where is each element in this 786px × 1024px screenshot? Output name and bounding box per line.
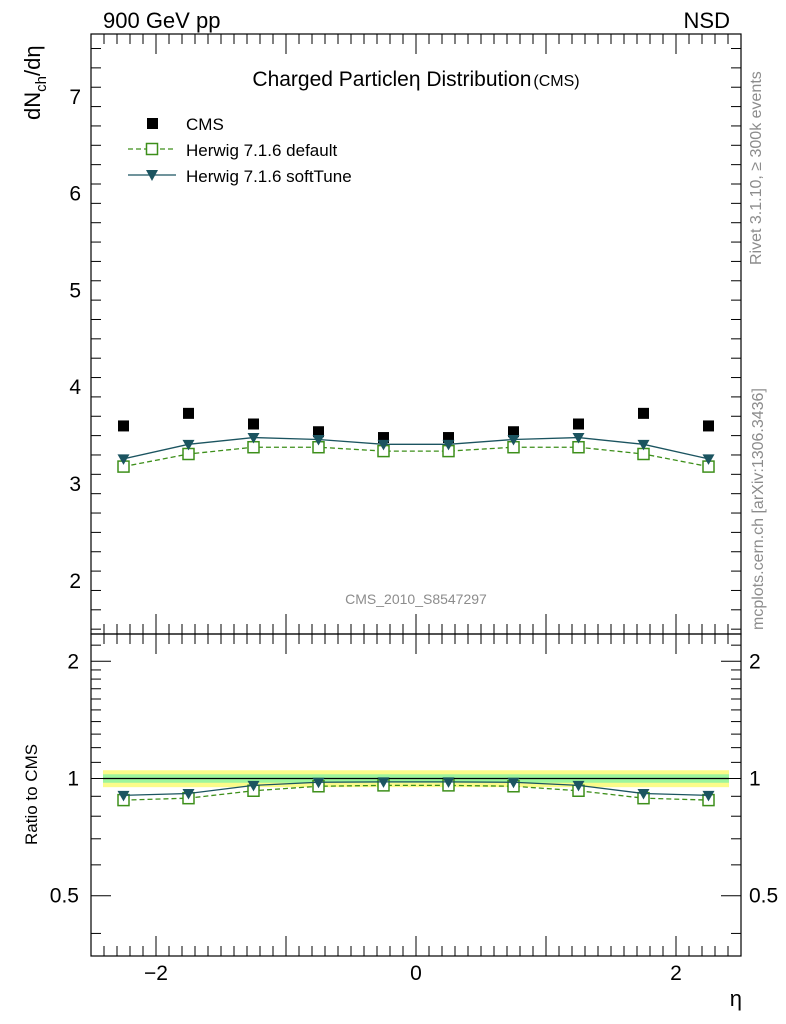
ratio-data-point <box>377 777 390 788</box>
main-data-point <box>117 454 130 465</box>
ratio-y-tick-label-left: 2 <box>67 650 79 673</box>
main-axis-ticks <box>90 34 742 634</box>
ratio-y-tick-label-right: 0.5 <box>749 885 778 908</box>
ratio-data-point <box>247 780 260 792</box>
main-data-point <box>313 426 324 438</box>
ratio-y-tick-label-right: 1 <box>749 767 761 790</box>
main-data-point <box>312 434 325 446</box>
mcplots-source-label: mcplots.cern.ch [arXiv:1306.3436] <box>750 388 767 630</box>
ratio-data-point <box>507 777 520 789</box>
main-series-2 <box>117 433 715 465</box>
header-collision-label: 900 GeV pp <box>103 8 220 33</box>
main-data-point <box>702 454 715 465</box>
ratio-series-1 <box>117 777 715 802</box>
legend-marker-cms <box>147 118 158 129</box>
ratio-series-line <box>123 781 709 797</box>
main-data-point <box>377 439 390 451</box>
main-data-point <box>573 418 584 430</box>
ratio-y-tick-label-left: 1 <box>67 767 79 790</box>
main-data-point <box>703 420 714 432</box>
main-data-point <box>182 439 195 451</box>
legend-marker-herwig-default <box>145 142 159 156</box>
x-tick-label: 2 <box>670 962 682 985</box>
x-tick-label: −2 <box>144 962 168 985</box>
main-y-axis-label: dNch/dη <box>20 45 50 120</box>
legend-label-cms: CMS <box>186 115 224 134</box>
ratio-data-point <box>182 788 195 800</box>
ratio-uncertainty-bands <box>103 770 729 788</box>
main-y-tick-label: 6 <box>69 183 81 206</box>
main-series-0 <box>118 407 714 444</box>
main-panel: 2 3 4 5 6 7 Charged Particleη Distribution (CM… <box>69 33 742 635</box>
ratio-data-point <box>702 790 715 802</box>
ratio-series-line <box>123 784 709 801</box>
legend-entry-herwig-softtune: Herwig 7.1.6 softTune <box>128 167 352 186</box>
ratio-data-point <box>637 788 650 800</box>
ratio-y-tick-label-right: 2 <box>749 650 761 673</box>
main-data-point <box>507 434 520 446</box>
main-data-point <box>572 433 585 444</box>
legend-label-herwig-softtune: Herwig 7.1.6 softTune <box>186 167 352 186</box>
x-tick-label: 0 <box>410 962 422 985</box>
ratio-panel: 0.5 0.5 1 1 2 2 −2 0 2 Ratio to CMS η <box>22 633 778 1011</box>
ratio-data-point <box>572 780 585 792</box>
main-data-point <box>118 420 129 432</box>
x-axis-label: η <box>730 986 742 1011</box>
main-data-point <box>508 426 519 438</box>
main-data-point <box>638 407 649 419</box>
ratio-data-point <box>442 777 455 788</box>
main-y-tick-label: 3 <box>69 473 81 496</box>
main-data-point <box>247 433 260 444</box>
main-data-point <box>378 432 389 444</box>
main-chart-title: Charged Particleη Distribution (CMS) <box>252 68 579 91</box>
ratio-data-series <box>117 777 715 807</box>
legend-label-herwig-default: Herwig 7.1.6 default <box>186 141 337 160</box>
ratio-y-tick-label-left: 0.5 <box>50 885 79 908</box>
main-series-1 <box>117 440 715 473</box>
main-series-line <box>123 436 709 460</box>
header-process-label: NSD <box>684 8 730 33</box>
main-data-point <box>248 418 259 430</box>
legend-entry-cms: CMS <box>147 115 224 134</box>
main-data-point <box>183 407 194 419</box>
ratio-y-tick-labels: 0.5 0.5 1 1 2 2 <box>50 650 778 907</box>
ratio-axis-ticks <box>90 634 742 956</box>
main-data-point <box>443 432 454 444</box>
analysis-watermark: CMS_2010_S8547297 <box>345 591 487 607</box>
x-tick-labels: −2 0 2 <box>144 962 682 985</box>
main-y-tick-label: 5 <box>69 279 81 302</box>
rivet-version-label: Rivet 3.1.10, ≥ 300k events <box>748 71 765 265</box>
ratio-data-point <box>117 790 130 802</box>
legend-entry-herwig-default: Herwig 7.1.6 default <box>128 141 337 160</box>
main-y-tick-label: 4 <box>69 376 81 399</box>
main-data-point <box>442 439 455 451</box>
ratio-data-point <box>312 777 325 789</box>
legend: CMS Herwig 7.1.6 default Herwig 7.1.6 so… <box>128 115 352 186</box>
main-data-point <box>637 439 650 451</box>
legend-marker-herwig-softtune <box>146 170 158 181</box>
main-data-series <box>117 407 715 473</box>
main-y-tick-label: 2 <box>69 570 81 593</box>
main-y-tick-label: 7 <box>69 86 81 109</box>
main-series-line <box>123 446 709 468</box>
ratio-y-axis-label: Ratio to CMS <box>22 744 41 845</box>
main-y-tick-labels: 2 3 4 5 6 7 <box>69 86 81 593</box>
